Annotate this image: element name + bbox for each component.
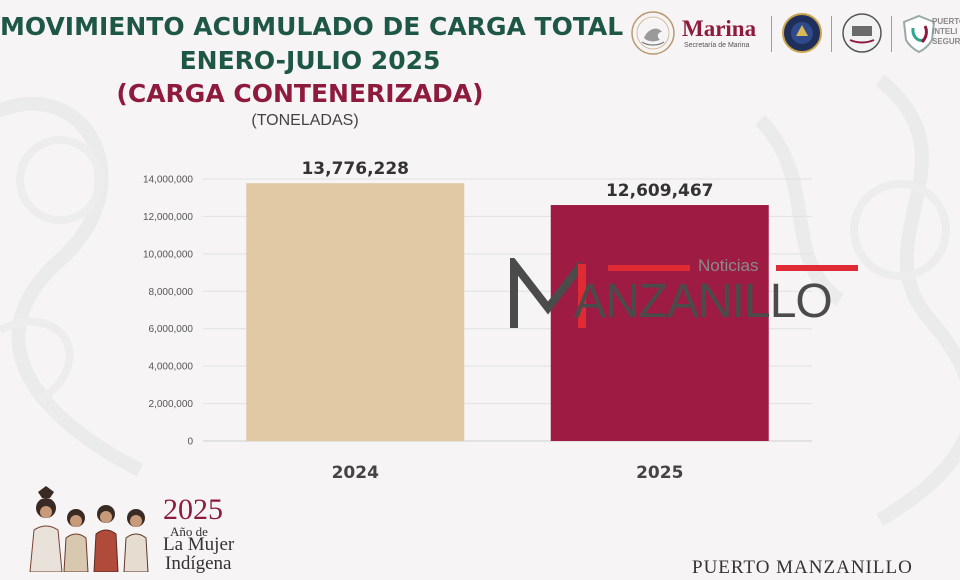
x-tick-label: 2024 — [332, 463, 379, 483]
footer-line2: Año de — [170, 524, 208, 539]
y-tick-label: 12,000,000 — [143, 212, 193, 223]
y-tick-label: 2,000,000 — [149, 399, 194, 410]
y-tick-label: 0 — [187, 437, 193, 448]
mexico-eagle-seal-icon — [631, 11, 675, 55]
watermark-red-bar — [608, 265, 690, 271]
y-tick-label: 14,000,000 — [143, 175, 193, 186]
footer-year: 2025 — [163, 493, 223, 526]
y-tick-label: 8,000,000 — [149, 287, 194, 298]
footer-line3: La Mujer — [163, 534, 235, 555]
footer-line4: Indígena — [165, 553, 232, 574]
port-name: PUERTO MANZANILLO — [692, 557, 913, 578]
port-authority-emblem-icon — [842, 13, 882, 53]
chart-unit-label: (TONELADAS) — [251, 112, 359, 129]
partner-logo-text: PUERTO INTELI SEGUR — [932, 17, 960, 47]
chart-title-line2: ENERO-JULIO 2025 — [179, 46, 441, 75]
y-tick-label: 4,000,000 — [149, 362, 194, 373]
title-block: MOVIMIENTO ACUMULADO DE CARGA TOTAL ENER… — [0, 10, 624, 132]
logo-divider — [891, 16, 892, 52]
bar-2024 — [246, 183, 465, 441]
noticias-manzanillo-watermark: Noticias ANZANILLO — [510, 256, 870, 332]
logo-divider — [771, 16, 772, 52]
y-tick-label: 6,000,000 — [149, 324, 194, 335]
data-label: 12,609,467 — [606, 181, 714, 201]
data-label: 13,776,228 — [301, 159, 409, 179]
watermark-m-logo-icon — [510, 258, 586, 328]
partner-text-line2: INTELI — [932, 27, 958, 36]
watermark-noticias-text: Noticias — [698, 256, 759, 275]
x-tick-label: 2025 — [636, 463, 683, 483]
navy-shield-icon — [782, 13, 822, 53]
puerto-seguro-shield-icon — [902, 14, 936, 54]
chart-title-line1: MOVIMIENTO ACUMULADO DE CARGA TOTAL — [0, 12, 624, 41]
y-tick-label: 10,000,000 — [143, 249, 193, 260]
chart-subtitle: (CARGA CONTENERIZADA) — [116, 79, 484, 108]
bar-2025 — [550, 205, 769, 441]
marina-logo-text: Marina — [682, 16, 757, 41]
watermark-word: ANZANILLO — [574, 275, 833, 328]
logo-divider — [831, 16, 832, 52]
partner-text-line3: SEGUR — [932, 37, 960, 46]
partner-text-line1: PUERTO — [932, 17, 960, 26]
marina-logo-subtitle: Secretaría de Marina — [684, 42, 750, 49]
header-logos: Marina Secretaría de Marina PUERTO INTEL… — [628, 8, 960, 58]
watermark-red-bar — [776, 265, 858, 271]
indigenous-women-illustration-icon — [29, 486, 149, 572]
